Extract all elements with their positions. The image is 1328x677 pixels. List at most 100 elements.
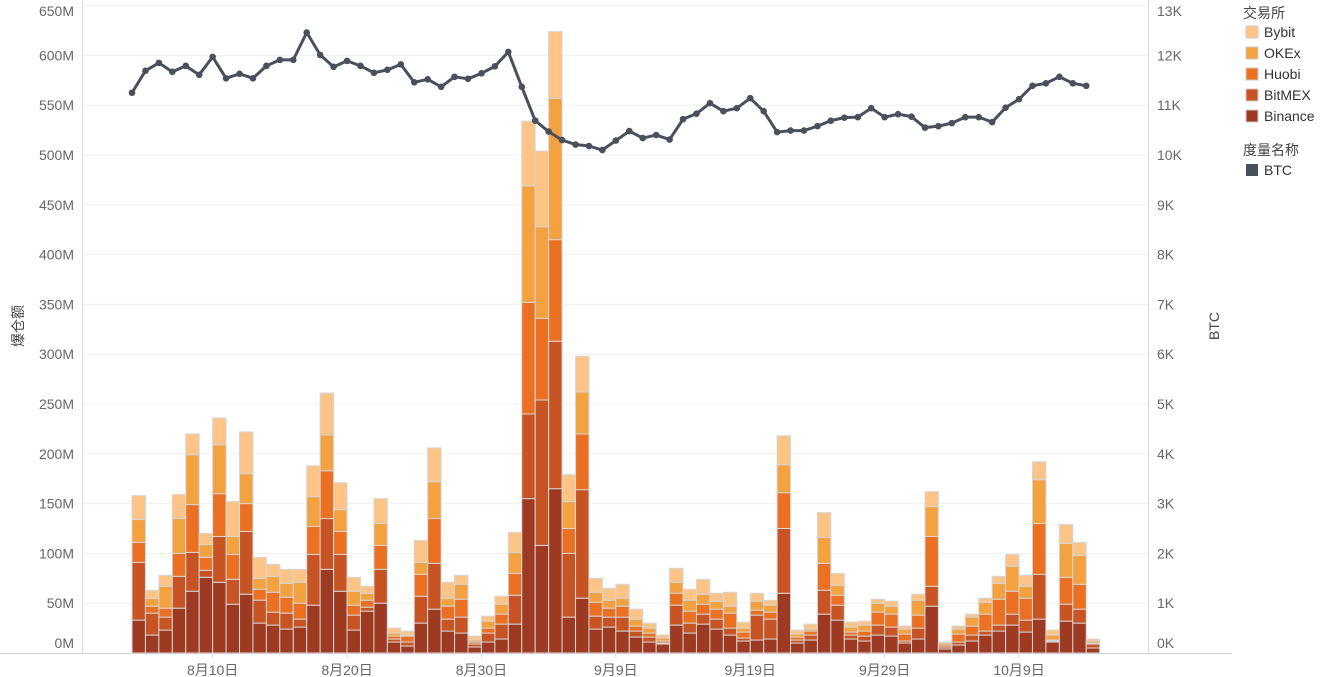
bar-segment-binance [212,581,227,654]
bar-segment-bybit [911,593,926,601]
bar-segment-bybit [185,433,200,456]
btc-point [652,131,660,139]
legend-label: Binance [1264,108,1315,124]
btc-point [209,53,216,61]
bar-segment-okex [857,624,872,632]
bar-segment-bybit [171,494,187,520]
bar-segment-huobi [225,553,241,580]
bar-segment-okex [722,605,738,614]
bar-segment-bybit [400,630,415,636]
bar-segment-okex [669,581,684,594]
btc-point [612,137,620,144]
bar-stack [534,150,550,654]
bar-stack [816,512,832,654]
bar-segment-binance [171,607,187,654]
bar-segment-bybit [601,587,617,601]
bar-stack [790,629,805,654]
bar-segment-bitmex [225,578,241,605]
bar-segment-huobi [924,535,939,587]
bar-segment-okex [776,464,792,494]
bar-segment-bitmex [561,552,577,618]
bar-segment-bybit [951,625,966,630]
bar-segment-binance [292,626,308,654]
bar-segment-okex [897,628,913,635]
bar-segment-okex [884,605,899,615]
bar-segment-bybit [440,581,456,599]
bar-segment-okex [507,551,523,574]
bar-stack [319,392,335,654]
bar-segment-okex [870,602,886,613]
bar-segment-okex [830,584,845,596]
bar-stack [212,417,227,654]
bar-segment-bybit [776,435,792,466]
bar-stack [521,120,536,654]
bar-stack [1045,629,1060,654]
bar-segment-huobi [507,572,523,596]
y-tick-label: 350M [39,296,74,312]
bar-segment-bybit [131,495,146,521]
bar-segment-huobi [319,470,335,520]
bar-segment-huobi [521,301,536,415]
bar-segment-bitmex [440,618,456,632]
bar-stack [171,494,187,654]
bar-segment-huobi [440,605,456,620]
bar-stack [628,608,644,654]
bar-stack [575,355,590,654]
bar-segment-okex [212,444,227,495]
y-tick-label: 500M [39,147,74,163]
bar-segment-binance [386,641,402,654]
bar-segment-bybit [212,417,227,446]
btc-point [814,122,821,130]
bar-segment-bybit [521,120,536,187]
bar-segment-okex [279,582,294,598]
bar-segment-okex [749,600,765,611]
bar-segment-okex [1005,565,1020,592]
bar-stack [333,482,348,654]
bar-segment-okex [561,501,577,530]
bar-segment-bitmex [427,562,442,610]
bar-segment-huobi [534,317,550,401]
bar-segment-bitmex [642,636,657,643]
btc-point [384,66,391,74]
bar-segment-bitmex [991,624,1007,632]
bar-segment-binance [507,623,523,654]
bar-segment-bitmex [1085,643,1101,649]
y-tick-label: 400M [39,247,74,263]
bar-segment-huobi [803,630,818,636]
bar-segment-bitmex [185,551,200,592]
bar-segment-bybit [494,595,509,605]
y2-tick-label: 9K [1157,197,1175,213]
y-tick-label: 50M [47,595,74,611]
btc-point [263,62,270,70]
bar-segment-binance [816,613,832,654]
btc-point [854,113,862,121]
bar-segment-binance [911,638,926,654]
btc-point [585,142,593,150]
bar-segment-binance [333,590,348,654]
bar-stack [359,585,375,654]
bar-segment-bitmex [346,614,361,631]
bar-segment-okex [185,454,200,506]
bar-segment-okex [1045,634,1060,641]
gridlines [82,5,1148,604]
bar-stack [454,574,469,654]
btc-point [921,124,929,131]
btc-point [303,29,311,36]
bar-segment-binance [198,576,214,654]
bar-stack [561,474,577,654]
bar-segment-huobi [306,526,321,555]
bar-segment-binance [615,630,630,654]
btc-point [169,68,176,76]
bar-stack [386,627,402,654]
y2-tick-label: 0K [1157,635,1175,651]
bar-segment-huobi [763,611,778,620]
bar-segment-binance [279,628,294,654]
y2-tick-label: 3K [1157,496,1175,512]
btc-line [128,29,1090,154]
y2-tick-label: 6K [1157,346,1175,362]
y-tick-label: 0M [55,635,74,651]
x-tick-label: 10月9日 [993,662,1044,677]
bar-segment-huobi [279,596,294,614]
btc-point [357,62,364,70]
